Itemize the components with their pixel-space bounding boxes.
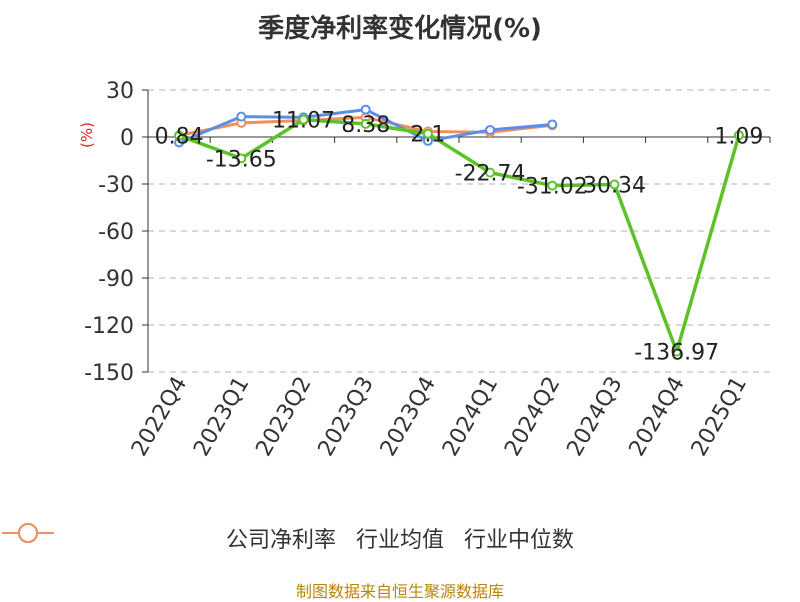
legend-label-industry-median: 行业中位数 <box>464 528 575 553</box>
chart-title: 季度净利率变化情况(%) <box>258 14 542 44</box>
data-label-company: 2.1 <box>410 123 445 148</box>
chart-legend: 公司净利率 行业均值 行业中位数 <box>0 522 800 554</box>
y-tick-label: -30 <box>98 173 134 198</box>
data-point-industry_avg <box>236 111 247 122</box>
x-tick-label: 2024Q1 <box>438 372 503 460</box>
data-point-company <box>485 167 496 178</box>
x-tick-label: 2024Q2 <box>500 373 565 461</box>
data-point-company <box>733 130 744 141</box>
legend-item-company[interactable]: 公司净利率 <box>2 522 336 554</box>
data-point-company <box>422 128 433 139</box>
data-point-company <box>360 118 371 129</box>
legend-item-industry-avg[interactable]: 行业均值 <box>2 522 444 554</box>
data-label-company: 1.09 <box>714 124 763 149</box>
data-point-company <box>174 130 185 141</box>
data-label-company: 11.07 <box>272 109 335 134</box>
x-tick-label: 2023Q4 <box>376 373 441 461</box>
data-source-note: 制图数据来自恒生聚源数据库 <box>295 582 504 601</box>
x-tick-label: 2022Q4 <box>127 373 192 461</box>
data-label-company: -31.02 <box>517 175 588 200</box>
data-point-company <box>547 180 558 191</box>
x-tick-label: 2024Q4 <box>625 373 690 461</box>
x-tick-label: 2023Q2 <box>251 373 316 461</box>
legend-label-company: 公司净利率 <box>225 528 336 553</box>
data-point-industry_avg <box>360 104 371 115</box>
legend-label-industry-avg: 行业均值 <box>355 528 444 553</box>
x-tick-label: 2023Q3 <box>314 373 379 461</box>
y-tick-label: 30 <box>106 79 134 104</box>
y-tick-label: -150 <box>84 361 134 386</box>
x-tick-label: 2023Q1 <box>189 373 254 461</box>
data-label-company: 8.38 <box>341 113 390 138</box>
series-line-company <box>178 117 741 354</box>
y-tick-label: -120 <box>84 314 134 339</box>
data-label-company: 30.34 <box>583 174 646 199</box>
data-point-company <box>609 179 620 190</box>
legend-item-industry-median[interactable]: 行业中位数 <box>2 522 575 554</box>
data-label-company: -13.65 <box>206 147 277 172</box>
data-label-company: 0.84 <box>155 125 204 150</box>
legend-marker-industry-median <box>2 523 54 543</box>
data-point-industry_avg <box>547 119 558 130</box>
y-tick-label: -90 <box>98 267 134 292</box>
data-label-company: -22.74 <box>455 162 526 187</box>
x-tick-label: 2024Q3 <box>562 373 627 461</box>
data-label-company: -136.97 <box>634 341 719 366</box>
y-tick-label: -60 <box>98 220 134 245</box>
data-point-company <box>671 346 682 357</box>
data-point-company <box>298 114 309 125</box>
x-tick-label: 2025Q1 <box>687 373 752 461</box>
y-tick-label: 0 <box>120 126 134 151</box>
data-point-company <box>236 153 247 164</box>
data-point-industry_avg <box>485 124 496 135</box>
